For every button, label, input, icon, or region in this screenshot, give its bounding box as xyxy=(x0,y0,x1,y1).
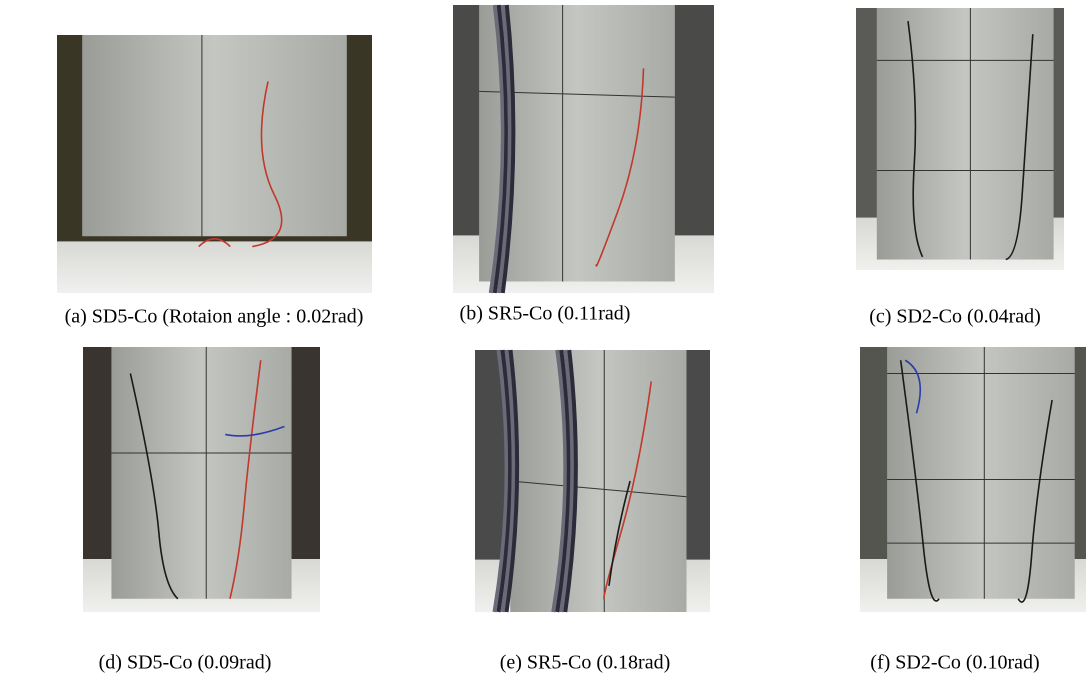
figure: (a) SD5-Co (Rotaion angle : 0.02rad) (b) … xyxy=(0,0,1086,677)
concrete-column xyxy=(877,8,1054,260)
floor xyxy=(57,241,372,293)
concrete-column xyxy=(111,347,291,599)
concrete-column xyxy=(82,35,347,236)
photo xyxy=(475,350,710,612)
photo xyxy=(453,5,714,293)
photo xyxy=(860,347,1086,612)
caption: (d) SD5-Co (0.09rad) xyxy=(99,652,272,674)
concrete-column xyxy=(510,350,686,612)
caption: (b) SR5-Co (0.11rad) xyxy=(460,303,631,325)
photo xyxy=(856,8,1064,270)
caption: (c) SD2-Co (0.04rad) xyxy=(869,306,1041,328)
caption: (e) SR5-Co (0.18rad) xyxy=(500,652,671,674)
caption: (a) SD5-Co (Rotaion angle : 0.02rad) xyxy=(65,306,364,328)
photo xyxy=(83,347,320,612)
photo xyxy=(57,35,372,293)
caption: (f) SD2-Co (0.10rad) xyxy=(870,652,1039,674)
